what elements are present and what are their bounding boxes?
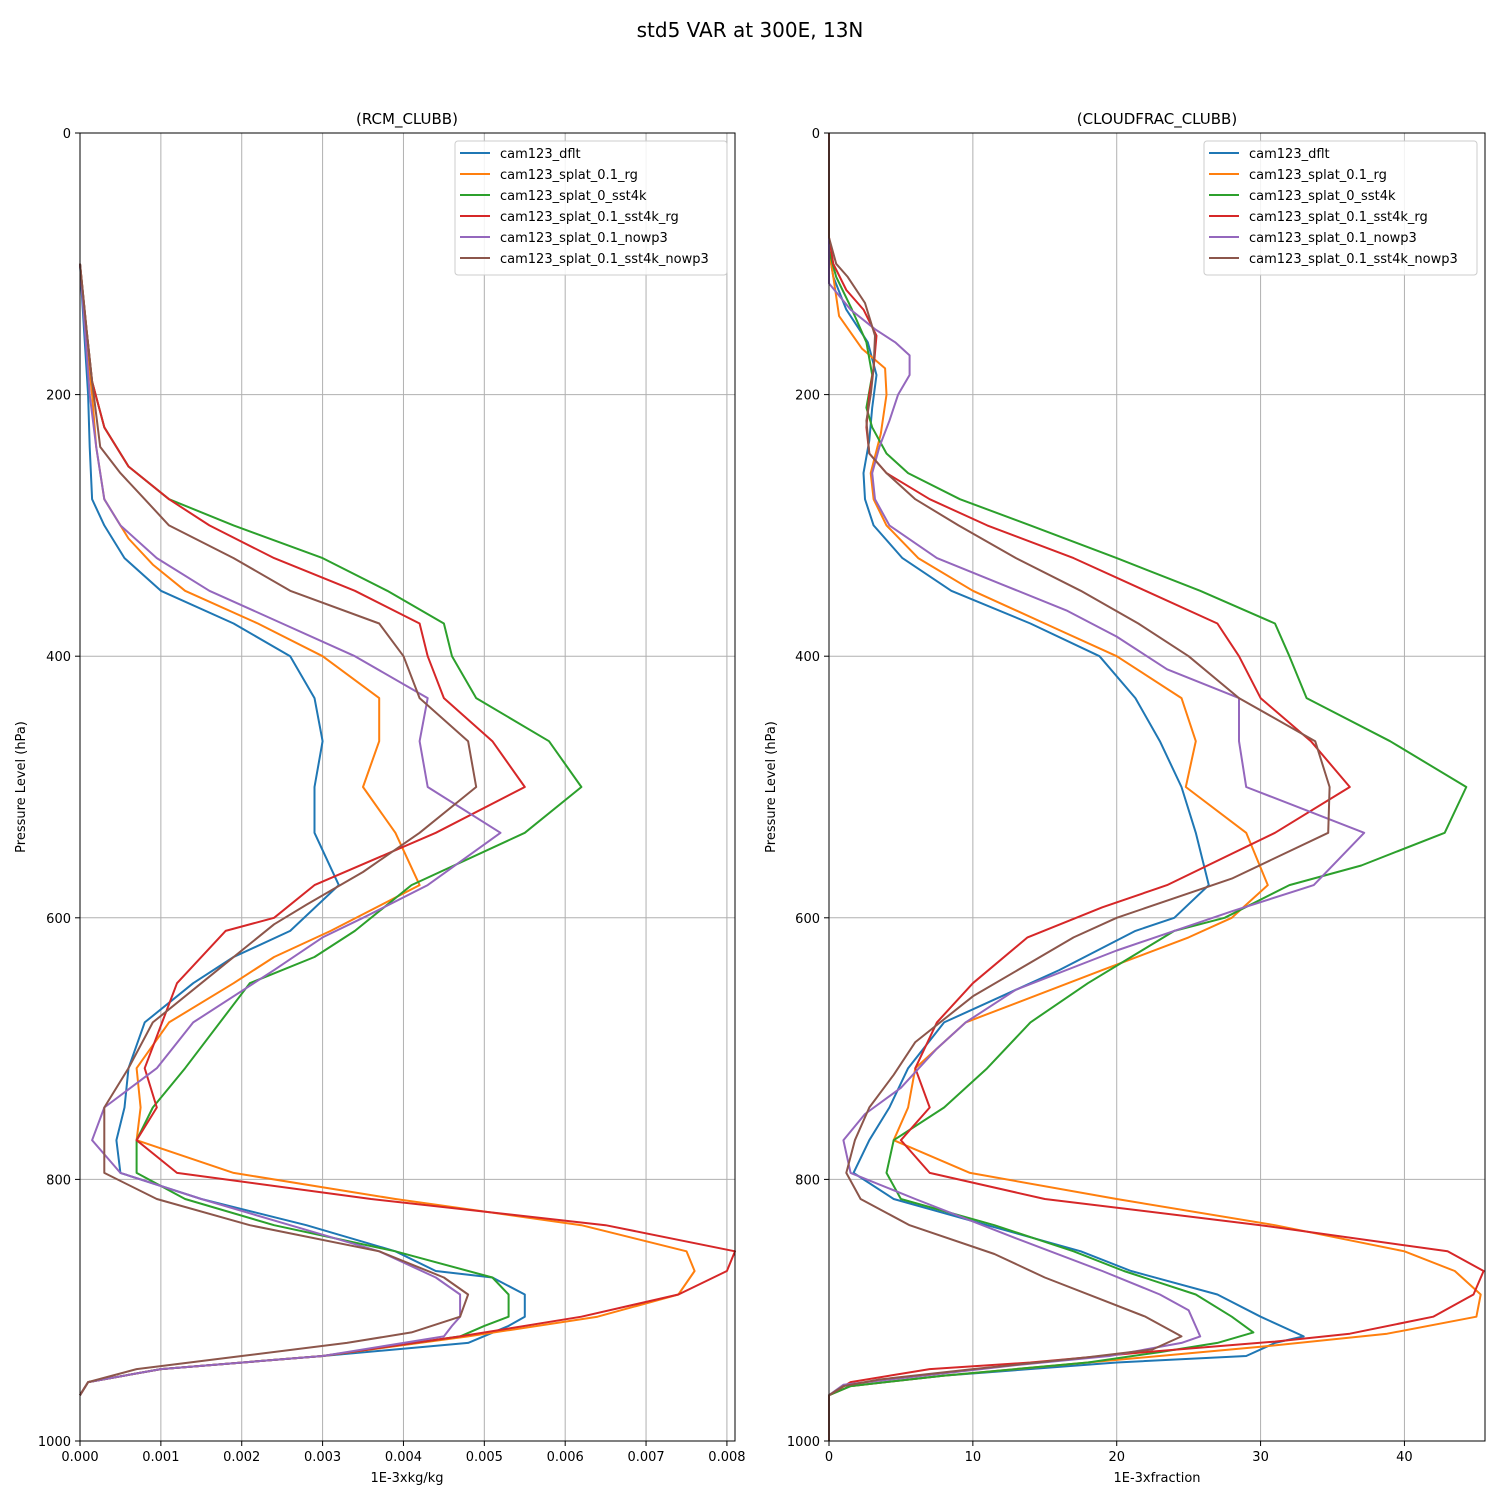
- ytick-label: 800: [46, 1173, 71, 1188]
- legend-label: cam123_splat_0.1_sst4k_nowp3: [1249, 252, 1458, 267]
- axes-frame-cloudfrac-clubb: [828, 132, 1486, 1442]
- series-line-cam123-splat-0-1-sst4k-nowp3: [79, 263, 478, 1396]
- ytick-label: 200: [795, 389, 820, 404]
- series-lines-rcm-clubb: [79, 263, 736, 1396]
- xtick-label: 0.008: [708, 1450, 745, 1465]
- xlabel-cloudfrac-clubb: 1E-3xfraction: [1113, 1471, 1200, 1486]
- ytick-label: 400: [795, 650, 820, 665]
- series-line-cam123-splat-0-1-rg: [79, 263, 696, 1396]
- legend-label: cam123_splat_0_sst4k: [1249, 189, 1396, 204]
- ytick-label: 600: [46, 912, 71, 927]
- panel-rcm-clubb: (RCM_CLUBB) 0.000 0.001 0.002 0.003 0.004 0.0…: [14, 110, 746, 1486]
- series-line-cam123-splat-0-1-nowp3: [828, 133, 1366, 1441]
- legend-rcm-clubb: cam123_dflt cam123_splat_0.1_rg cam123_spl…: [454, 140, 728, 276]
- legend-label: cam123_splat_0.1_rg: [1249, 168, 1387, 183]
- ytick-label: 400: [46, 650, 71, 665]
- legend-label: cam123_splat_0.1_sst4k_nowp3: [500, 252, 709, 267]
- legend-cloudfrac-clubb: cam123_dflt cam123_splat_0.1_rg cam123_spl…: [1203, 140, 1478, 276]
- xtick-label: 0.000: [61, 1450, 98, 1465]
- figure-title: std5 VAR at 300E, 13N: [637, 18, 864, 42]
- xtick-label: 0.007: [627, 1450, 664, 1465]
- ytick-label: 800: [795, 1173, 820, 1188]
- legend-box: [1203, 140, 1478, 276]
- ylabel-cloudfrac-clubb: Pressure Level (hPa): [764, 721, 779, 853]
- xtick-label: 0: [825, 1450, 833, 1465]
- axes-frame-rcm-clubb: [79, 132, 736, 1442]
- xtick-label: 10: [965, 1450, 982, 1465]
- xtick-label: 0.005: [466, 1450, 503, 1465]
- panel-cloudfrac-clubb: (CLOUDFRAC_CLUBB) 0 10 20 30 400200400600800…: [764, 110, 1486, 1486]
- series-line-cam123-dflt: [828, 133, 1305, 1441]
- series-line-cam123-splat-0-sst4k: [828, 133, 1468, 1441]
- legend-label: cam123_splat_0.1_nowp3: [500, 231, 668, 246]
- ticks-rcm-clubb: 0.000 0.001 0.002 0.003 0.004 0.005 0.006 0.007…: [38, 127, 746, 1465]
- legend-box: [454, 140, 728, 276]
- legend-label: cam123_splat_0.1_sst4k_rg: [1249, 210, 1428, 225]
- legend-label: cam123_splat_0.1_nowp3: [1249, 231, 1417, 246]
- series-line-cam123-splat-0-1-nowp3: [79, 263, 502, 1396]
- ytick-label: 600: [795, 912, 820, 927]
- xtick-label: 20: [1108, 1450, 1125, 1465]
- ytick-label: 1000: [787, 1435, 820, 1450]
- ytick-label: 200: [46, 389, 71, 404]
- xtick-label: 40: [1396, 1450, 1413, 1465]
- panel-title-cloudfrac-clubb: (CLOUDFRAC_CLUBB): [1077, 110, 1237, 129]
- series-line-cam123-splat-0-sst4k: [79, 263, 583, 1396]
- legend-label: cam123_splat_0.1_sst4k_rg: [500, 210, 679, 225]
- ytick-label: 0: [63, 127, 71, 142]
- series-lines-cloudfrac-clubb: [828, 133, 1485, 1441]
- ytick-label: 0: [812, 127, 820, 142]
- xtick-label: 0.001: [142, 1450, 179, 1465]
- ylabel-rcm-clubb: Pressure Level (hPa): [14, 721, 29, 853]
- ytick-label: 1000: [38, 1435, 71, 1450]
- series-line-cam123-splat-0-1-sst4k-nowp3: [828, 133, 1331, 1441]
- panel-title-rcm-clubb: (RCM_CLUBB): [356, 110, 458, 129]
- legend-label: cam123_dflt: [500, 147, 581, 162]
- xtick-label: 30: [1252, 1450, 1269, 1465]
- legend-label: cam123_splat_0_sst4k: [500, 189, 647, 204]
- series-line-cam123-splat-0-1-rg: [828, 133, 1482, 1441]
- xtick-label: 0.004: [385, 1450, 422, 1465]
- legend-label: cam123_splat_0.1_rg: [500, 168, 638, 183]
- xlabel-rcm-clubb: 1E-3xkg/kg: [370, 1471, 443, 1486]
- xtick-label: 0.002: [223, 1450, 260, 1465]
- legend-label: cam123_dflt: [1249, 147, 1330, 162]
- xtick-label: 0.003: [304, 1450, 341, 1465]
- xtick-label: 0.006: [547, 1450, 584, 1465]
- series-line-cam123-splat-0-1-sst4k-rg: [79, 263, 736, 1396]
